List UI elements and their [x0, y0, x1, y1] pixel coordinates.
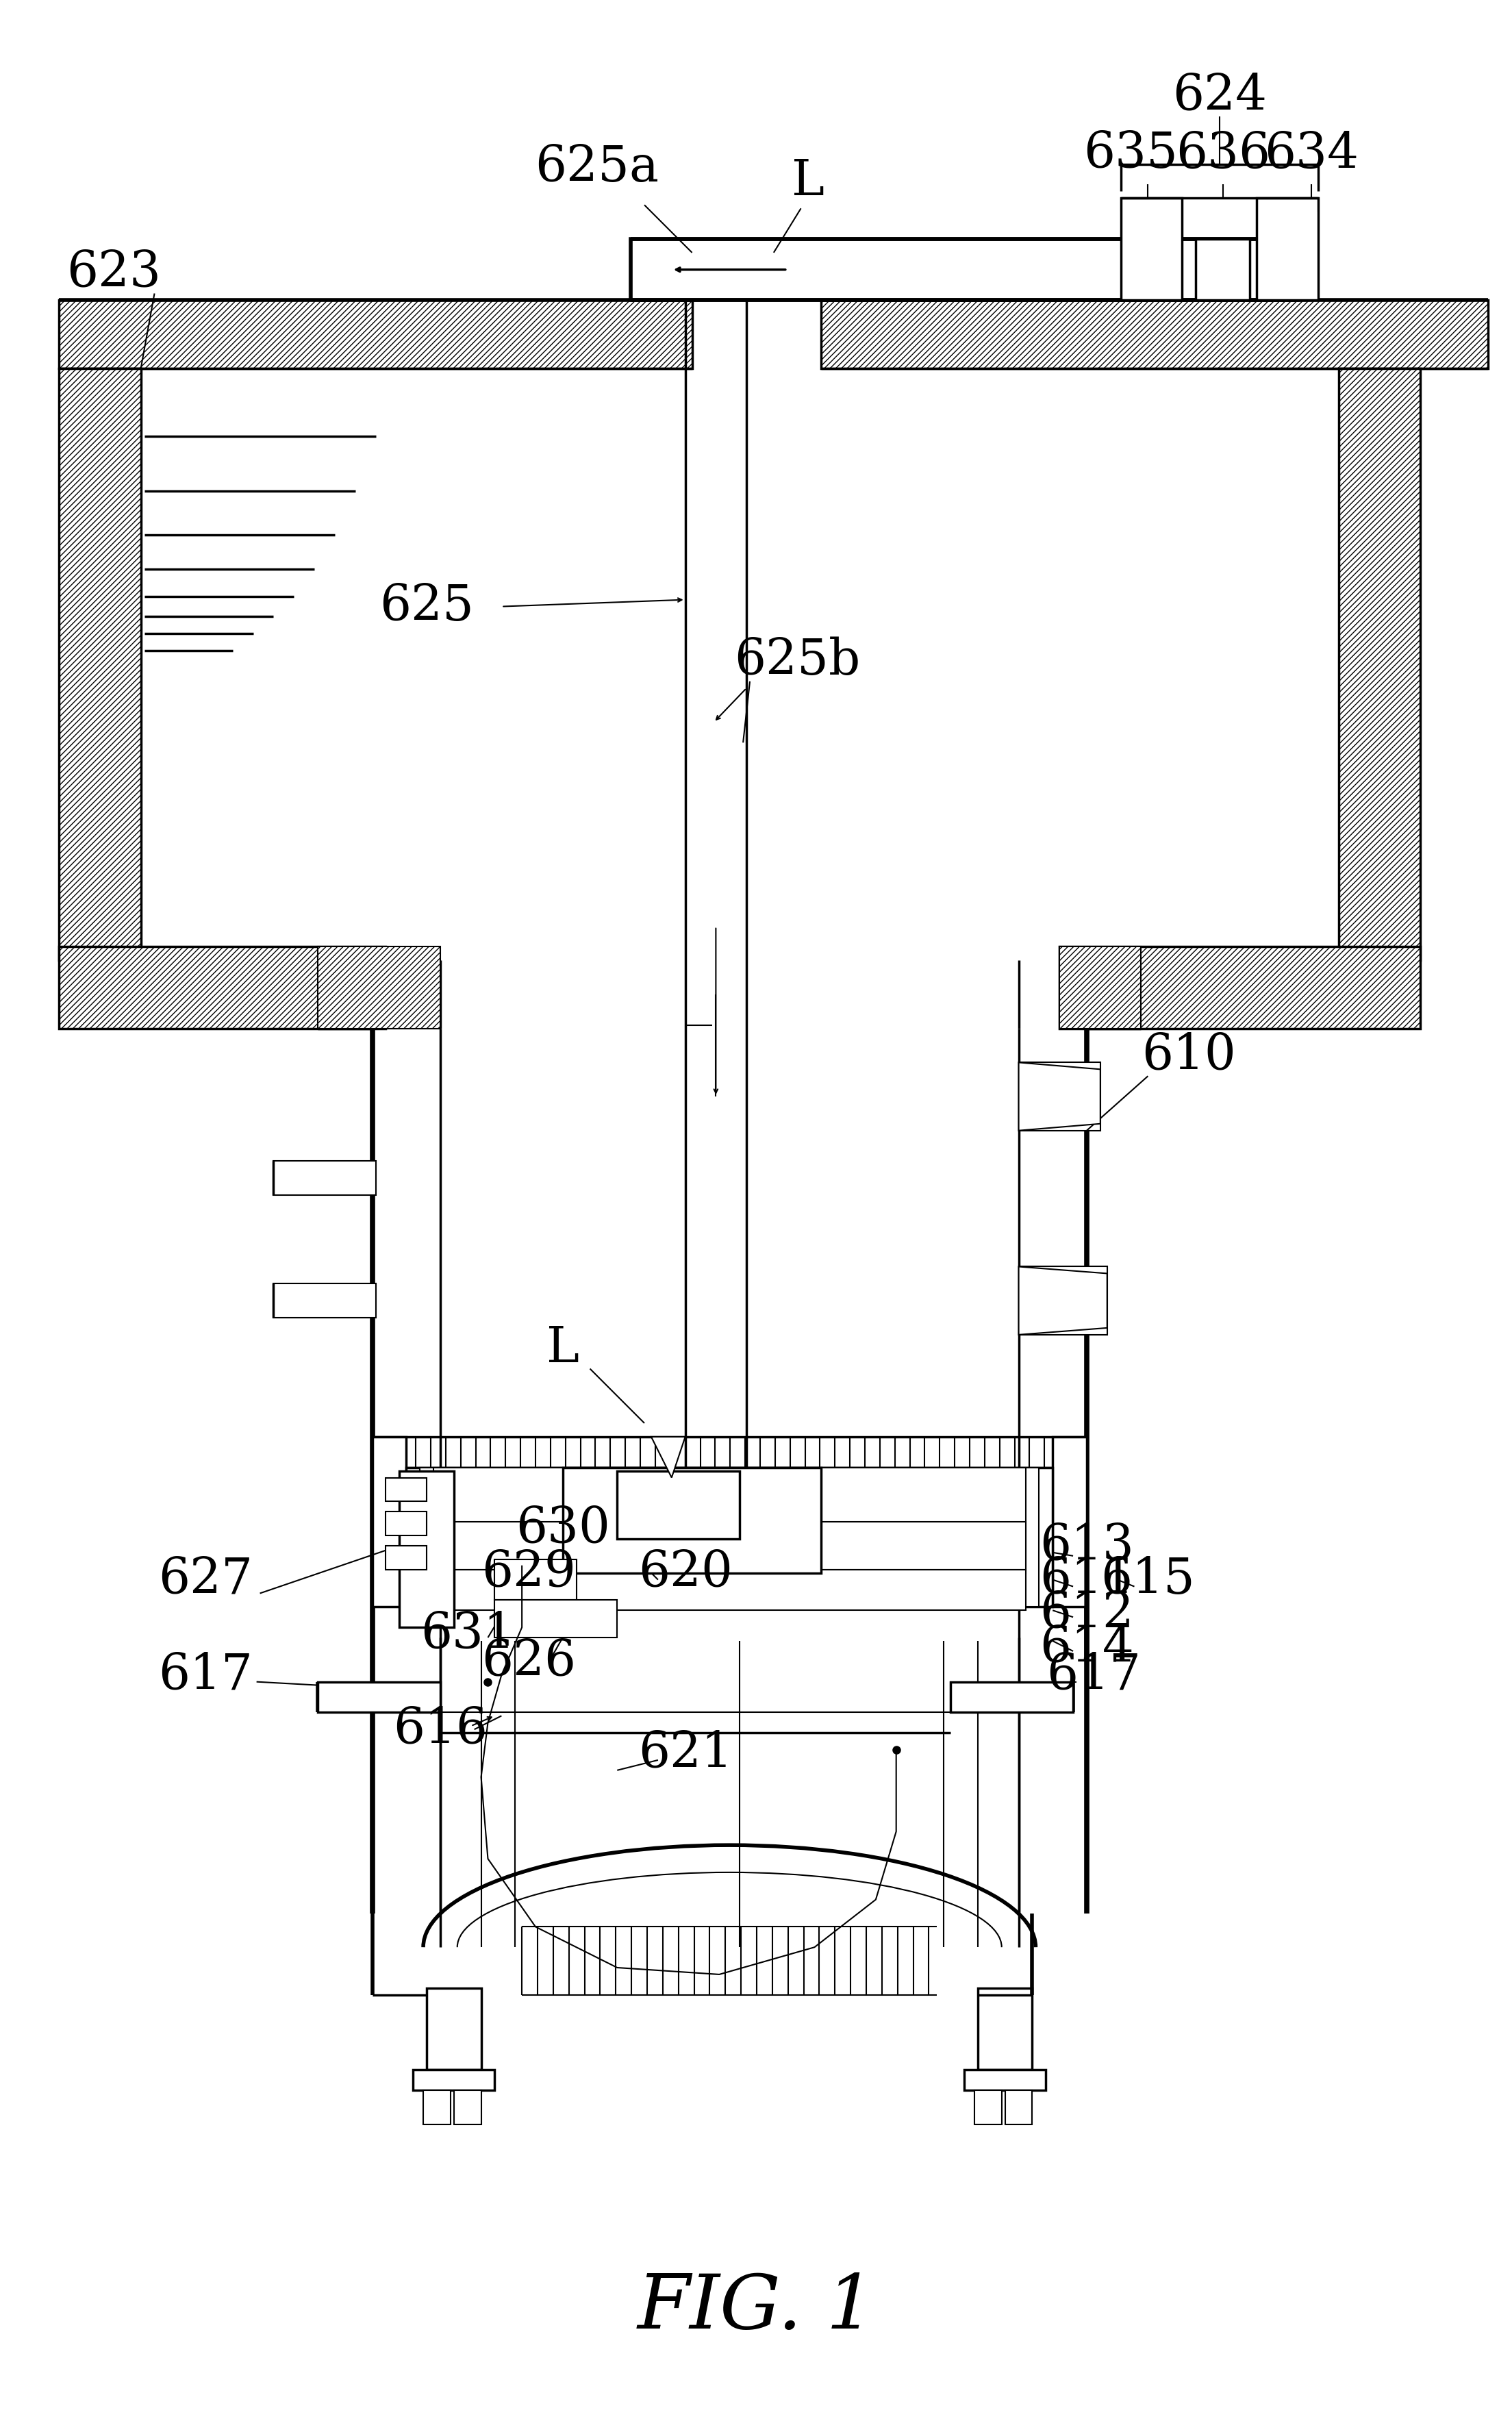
Bar [59, 300, 692, 368]
Bar [434, 1569, 1025, 1610]
Polygon shape [652, 1436, 685, 1477]
Bar [1052, 1436, 1087, 1608]
Bar [318, 947, 440, 1029]
Text: 612: 612 [1040, 1591, 1134, 1639]
Text: 629: 629 [481, 1549, 576, 1598]
Text: 625b: 625b [735, 637, 860, 685]
Text: 615: 615 [1101, 1557, 1194, 1603]
Bar [1196, 240, 1250, 300]
Bar [434, 1523, 1025, 1569]
Bar [423, 2089, 451, 2123]
Text: 634: 634 [1264, 131, 1358, 179]
Bar [426, 1988, 481, 2070]
Bar [399, 1472, 454, 1627]
Bar [1338, 368, 1420, 961]
Bar [413, 2070, 494, 2089]
Bar [1256, 199, 1318, 300]
Bar [494, 1559, 576, 1600]
Bar [821, 300, 1488, 368]
Text: 630: 630 [516, 1503, 609, 1552]
Bar [1060, 947, 1420, 1029]
Bar [978, 1988, 1033, 2070]
Bar [372, 1436, 407, 1608]
Text: 614: 614 [1040, 1624, 1134, 1673]
Bar [1060, 947, 1142, 1029]
Text: 636: 636 [1175, 131, 1270, 179]
Bar [562, 1467, 821, 1574]
Text: 635: 635 [1084, 131, 1178, 179]
Bar [965, 2070, 1046, 2089]
Bar [59, 947, 386, 1029]
Bar [494, 1600, 617, 1637]
Text: 625a: 625a [535, 143, 659, 191]
Text: 613: 613 [1040, 1520, 1134, 1569]
Bar [318, 1683, 440, 1712]
Text: 617: 617 [159, 1651, 253, 1700]
Text: L: L [546, 1324, 579, 1373]
Bar [274, 1283, 375, 1317]
Bar [407, 1467, 1052, 1608]
Text: 621: 621 [638, 1729, 732, 1777]
Text: 631: 631 [420, 1610, 514, 1658]
Bar [1005, 2089, 1033, 2123]
Text: 617: 617 [1046, 1651, 1140, 1700]
Text: 616: 616 [393, 1704, 487, 1753]
Bar [1019, 1266, 1107, 1334]
Bar [631, 240, 1297, 300]
Bar [1033, 1073, 1087, 1121]
Bar [434, 1467, 1025, 1574]
Bar [59, 368, 141, 961]
Text: 623: 623 [67, 249, 160, 298]
Text: FIG. 1: FIG. 1 [637, 2271, 875, 2344]
Bar [274, 1162, 375, 1196]
Bar [617, 1472, 739, 1540]
Bar [974, 2089, 1001, 2123]
Bar [951, 1683, 1074, 1712]
Text: L: L [791, 157, 824, 206]
Text: 620: 620 [638, 1549, 732, 1598]
Text: 610: 610 [1142, 1031, 1235, 1080]
Bar [1120, 199, 1182, 300]
Bar [386, 1477, 426, 1501]
Bar [386, 1545, 426, 1569]
Text: 624: 624 [1172, 73, 1267, 121]
Polygon shape [1019, 1266, 1107, 1334]
Bar [420, 1467, 1039, 1608]
Bar [1019, 1063, 1101, 1131]
Text: 626: 626 [481, 1637, 576, 1685]
Text: 627: 627 [159, 1557, 253, 1603]
Bar [454, 2089, 481, 2123]
Polygon shape [1019, 1063, 1101, 1131]
Text: 625: 625 [380, 583, 473, 629]
Text: 611: 611 [1040, 1557, 1134, 1603]
Bar [386, 1511, 426, 1535]
